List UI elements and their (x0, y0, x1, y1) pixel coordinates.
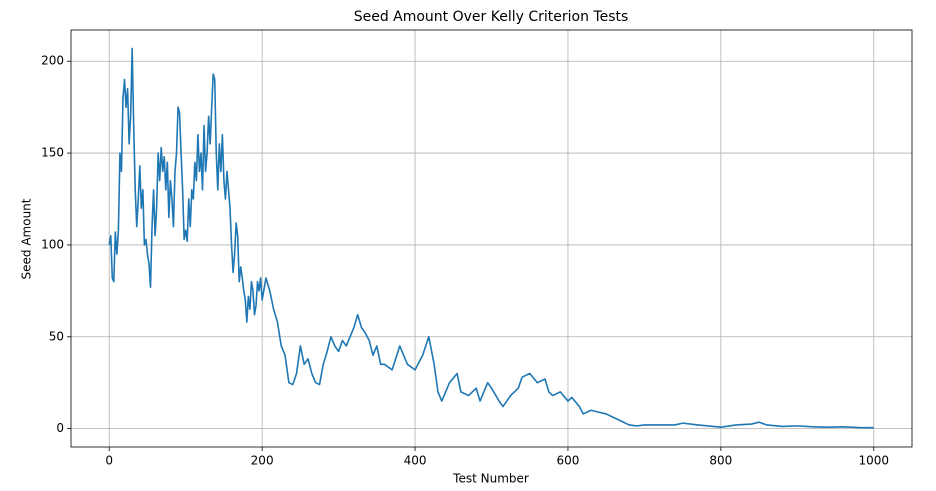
y-tick-label: 200 (41, 54, 64, 68)
x-tick-label: 800 (709, 454, 732, 468)
y-axis-label: Seed Amount (20, 198, 34, 279)
x-axis-label: Test Number (452, 472, 529, 486)
chart-title: Seed Amount Over Kelly Criterion Tests (354, 9, 629, 25)
marks (108, 47, 874, 429)
y-tick-label: 150 (41, 146, 64, 160)
plot-frame (70, 29, 913, 448)
line-series (108, 47, 874, 429)
x-tick-label: 1000 (858, 454, 889, 468)
y-tick-label: 100 (41, 237, 64, 251)
x-tick-label: 0 (105, 454, 113, 468)
x-tick-label: 400 (404, 454, 427, 468)
grid (67, 30, 912, 451)
x-tick-label: 600 (557, 454, 580, 468)
y-tick-label: 0 (56, 421, 64, 435)
x-tick-label: 200 (251, 454, 274, 468)
y-tick-label: 50 (49, 329, 64, 343)
